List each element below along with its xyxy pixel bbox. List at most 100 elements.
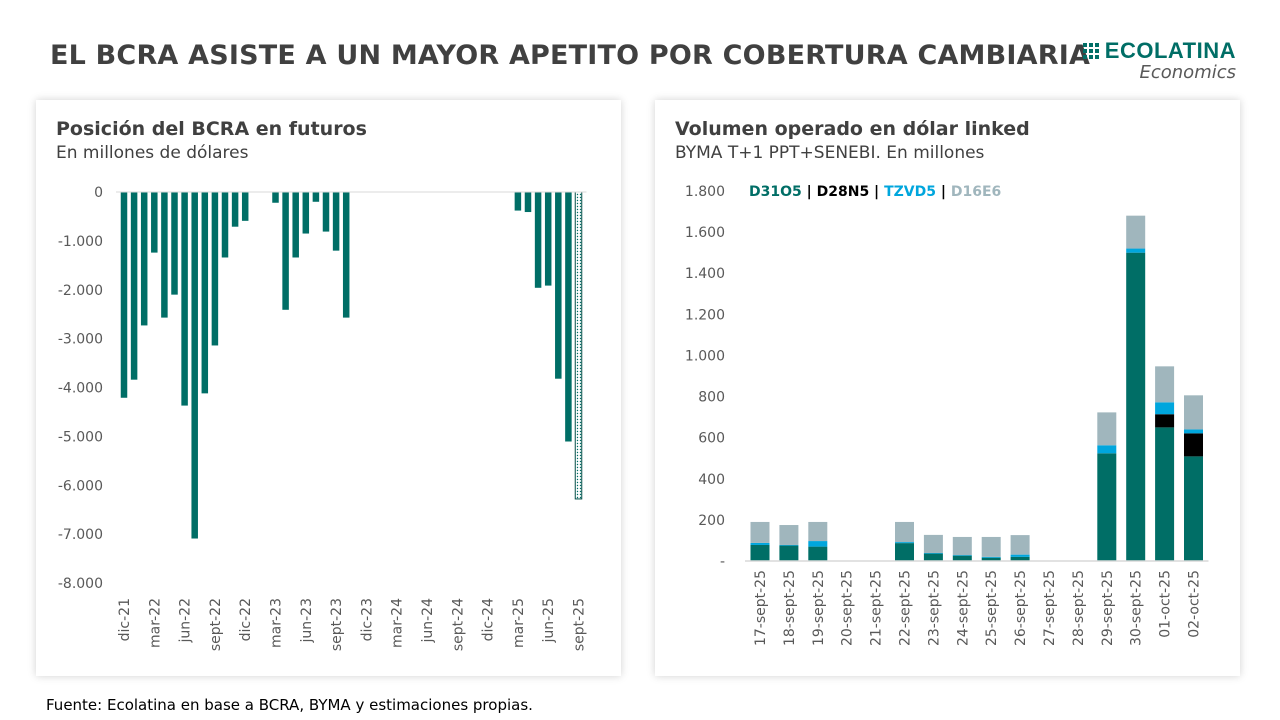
x-tick-label: 30-sept-25 xyxy=(1129,570,1145,646)
bar-abr-23 xyxy=(282,192,289,310)
x-tick-label: sept-25 xyxy=(572,598,588,651)
x-tick-label: 28-sept-25 xyxy=(1071,570,1087,646)
legend-tzvd5: TZVD5 xyxy=(884,184,936,200)
bar-TZVD5-19-sept-25 xyxy=(808,541,828,547)
bar-abr-22 xyxy=(161,192,168,318)
chart-subtitle: En millones de dólares xyxy=(56,143,249,163)
y-tick-label: - xyxy=(720,554,725,570)
bar-may-25 xyxy=(534,192,542,288)
bar-D16E6-26-sept-25 xyxy=(1010,535,1030,555)
x-tick-label: 01-oct-25 xyxy=(1158,570,1174,638)
y-tick-label: -2.000 xyxy=(58,283,103,299)
x-tick-label: 24-sept-25 xyxy=(955,570,971,646)
bar-ago-25 xyxy=(565,192,572,442)
logo-grid-icon xyxy=(1082,43,1099,59)
bar-nov-22 xyxy=(231,192,239,227)
x-tick-label: jun-23 xyxy=(299,598,315,644)
x-tick-label: 27-sept-25 xyxy=(1042,570,1058,646)
x-tick-label: 26-sept-25 xyxy=(1013,570,1029,646)
chart-subtitle: BYMA T+1 PPT+SENEBI. En millones xyxy=(675,143,985,163)
futures-chart-panel: Posición del BCRA en futuros En millones… xyxy=(36,100,621,676)
bar-TZVD5-29-sept-25 xyxy=(1097,445,1117,454)
legend-d16e6: D16E6 xyxy=(950,184,1002,200)
chart-title: Posición del BCRA en futuros xyxy=(56,118,367,140)
x-tick-label: 25-sept-25 xyxy=(984,570,1000,646)
bar-D16E6-17-sept-25 xyxy=(750,521,770,543)
bar-oct-22 xyxy=(221,192,229,258)
x-tick-label: 29-sept-25 xyxy=(1100,570,1116,646)
bar-D28N5-01-oct-25 xyxy=(1155,414,1175,428)
x-tick-label: 02-oct-25 xyxy=(1187,570,1203,638)
y-tick-label: 600 xyxy=(698,431,725,447)
x-tick-label: dic-23 xyxy=(359,598,375,641)
y-tick-label: -6.000 xyxy=(58,478,103,494)
bar-jul-23 xyxy=(312,192,320,202)
bar-D16E6-29-sept-25 xyxy=(1097,412,1117,446)
x-tick-label: 22-sept-25 xyxy=(898,570,914,646)
bar-mar-22 xyxy=(151,192,158,253)
y-tick-label: -5.000 xyxy=(58,429,103,445)
ecolatina-logo: ECOLATINA Economics xyxy=(1082,38,1236,83)
bar-may-23 xyxy=(292,192,299,258)
bar-jul-22 xyxy=(191,192,198,539)
bar-D31O5-25-sept-25 xyxy=(981,557,1001,561)
bar-D16E6-25-sept-25 xyxy=(981,536,1001,557)
x-tick-label: jun-25 xyxy=(541,598,557,644)
bar-TZVD5-17-sept-25 xyxy=(750,542,770,545)
legend-d31o5: D31O5 xyxy=(749,184,802,200)
chart-legend: D31O5 | D28N5 | TZVD5 | D16E6 xyxy=(749,184,1002,200)
x-tick-label: 17-sept-25 xyxy=(753,570,769,646)
bar-D16E6-24-sept-25 xyxy=(952,536,972,556)
y-tick-label: -1.000 xyxy=(58,234,103,250)
bar-mar-23 xyxy=(272,192,279,203)
x-tick-label: 19-sept-25 xyxy=(811,570,827,646)
y-tick-label: 400 xyxy=(698,472,725,488)
bar-jun-25 xyxy=(544,192,552,286)
bar-TZVD5-01-oct-25 xyxy=(1155,402,1175,415)
y-tick-label: 1.400 xyxy=(685,266,725,282)
x-tick-label: mar-23 xyxy=(269,598,285,648)
bar-sept-25 xyxy=(574,191,583,500)
futures-bar-chart: 0 -1.000 -2.000 -3.000 -4.000 -5.000 -6.000 -7.… xyxy=(58,185,588,651)
bar-ago-22 xyxy=(201,192,209,394)
y-tick-label: 1.600 xyxy=(685,225,725,241)
bar-sept-22 xyxy=(211,192,219,346)
x-tick-label: sept-22 xyxy=(208,598,224,651)
bar-feb-22 xyxy=(140,192,148,326)
bar-D28N5-02-oct-25 xyxy=(1184,433,1203,457)
bar-D16E6-30-sept-25 xyxy=(1126,215,1146,249)
x-tick-label: sept-23 xyxy=(329,598,345,651)
y-tick-label: -7.000 xyxy=(58,527,103,543)
bar-jun-22 xyxy=(181,192,188,406)
bar-abr-25 xyxy=(524,192,532,213)
x-tick-label: jun-24 xyxy=(420,598,436,644)
bar-D31O5-30-sept-25 xyxy=(1126,252,1146,561)
x-tick-label: 21-sept-25 xyxy=(869,570,885,646)
x-tick-label: jun-22 xyxy=(178,598,194,644)
x-tick-label: mar-22 xyxy=(147,598,163,648)
bar-jul-25 xyxy=(555,192,562,379)
x-tick-label: 20-sept-25 xyxy=(840,570,856,646)
bar-D16E6-02-oct-25 xyxy=(1184,395,1203,430)
bar-D31O5-01-oct-25 xyxy=(1155,427,1175,561)
y-tick-label: 1.800 xyxy=(685,184,725,200)
bar-TZVD5-26-sept-25 xyxy=(1010,554,1030,557)
page-title: EL BCRA ASISTE A UN MAYOR APETITO POR CO… xyxy=(50,40,1091,71)
y-tick-label: -3.000 xyxy=(58,332,103,348)
bar-mar-25 xyxy=(514,192,522,211)
x-tick-label: dic-24 xyxy=(481,598,497,641)
linked-volume-stacked-chart: - 200 400 600 800 1.000 1.200 1.400 1.600 1.800 17… xyxy=(685,184,1209,646)
x-tick-label: 23-sept-25 xyxy=(926,570,942,646)
y-tick-label: 1.000 xyxy=(685,348,725,364)
bar-D31O5-02-oct-25 xyxy=(1184,456,1203,561)
bar-D31O5-22-sept-25 xyxy=(895,543,914,561)
source-note: Fuente: Ecolatina en base a BCRA, BYMA y… xyxy=(46,696,533,714)
y-tick-label: 1.200 xyxy=(685,307,725,323)
bar-ago-23 xyxy=(322,192,330,232)
bar-D16E6-22-sept-25 xyxy=(895,521,914,543)
bar-TZVD5-02-oct-25 xyxy=(1184,429,1203,434)
bar-D31O5-26-sept-25 xyxy=(1010,556,1030,561)
x-tick-label: mar-25 xyxy=(511,598,527,648)
logo-sub: Economics xyxy=(1139,62,1236,83)
bar-may-22 xyxy=(171,192,178,295)
